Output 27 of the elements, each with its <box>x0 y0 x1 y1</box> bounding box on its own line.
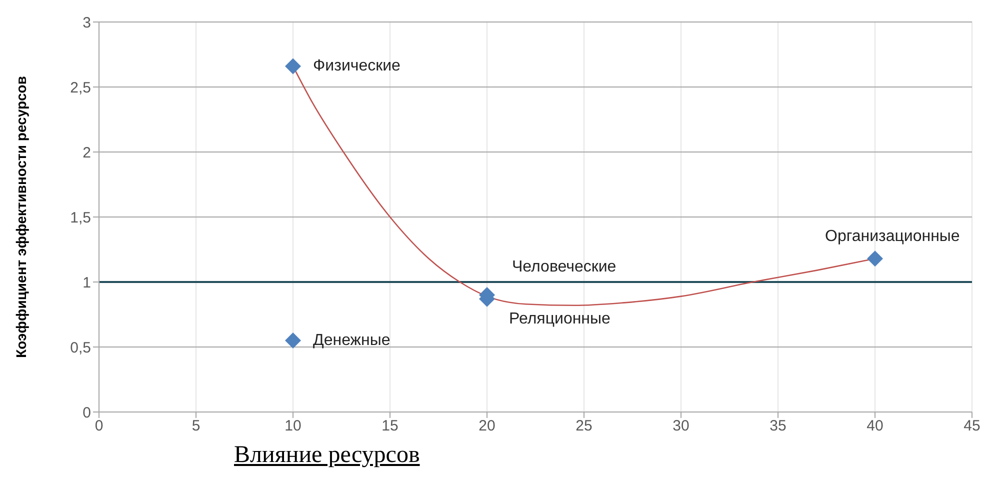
y-axis-title: Коэффициент эффективности ресурсов <box>12 76 29 358</box>
y-tick-label: 2 <box>82 144 91 162</box>
point <box>285 58 301 74</box>
x-tick-label: 25 <box>576 418 592 435</box>
x-tick-label: 5 <box>192 418 200 435</box>
y-tick-label: 1 <box>82 274 91 292</box>
annotation: Человеческие <box>512 258 616 276</box>
x-tick-label: 30 <box>672 418 690 435</box>
y-tick-label: 2,5 <box>70 79 91 96</box>
x-tick-label: 20 <box>478 418 496 435</box>
x-tick-label: 35 <box>770 418 786 435</box>
x-tick-label: 40 <box>866 418 884 435</box>
x-tick-label: 45 <box>964 418 980 435</box>
y-tick-label: 3 <box>82 14 91 32</box>
y-tick-label: 0 <box>82 404 91 422</box>
x-tick-label: 10 <box>284 418 302 435</box>
annotation: Физические <box>313 58 401 75</box>
annotation: Денежные <box>313 332 390 349</box>
y-tick-label: 1,5 <box>70 209 91 226</box>
point <box>867 250 883 267</box>
x-tick-label: 15 <box>382 418 398 435</box>
x-tick-label: 0 <box>94 418 104 435</box>
annotation: Организационные <box>825 228 960 246</box>
point <box>285 332 301 348</box>
x-axis-title: Влияние ресурсов <box>234 442 421 469</box>
y-tick-label: 0,5 <box>70 339 91 356</box>
annotation: Реляционные <box>509 310 611 328</box>
